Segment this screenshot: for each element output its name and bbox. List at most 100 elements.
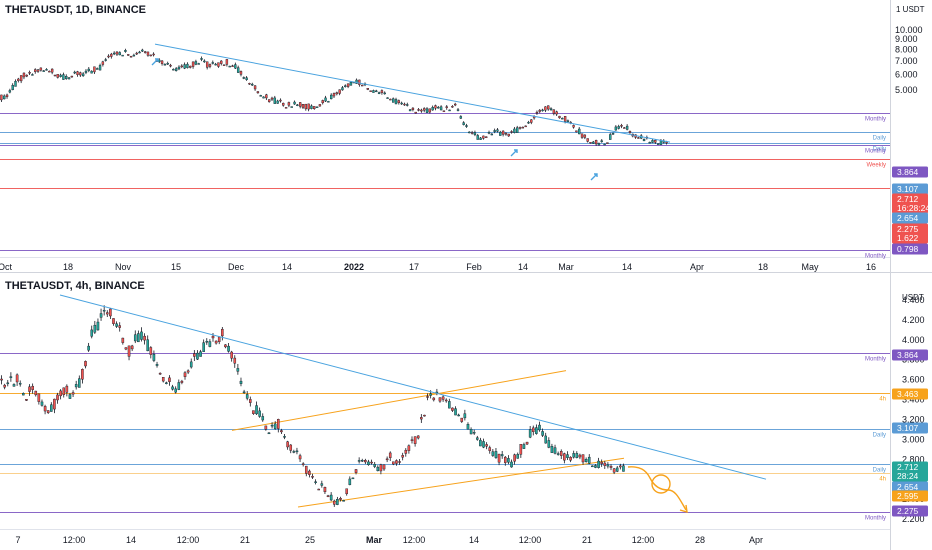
candle-body (211, 335, 215, 339)
candle-body (457, 414, 460, 417)
candle-body (50, 68, 54, 73)
time-axis-1d[interactable]: Oct 18 Nov 15 Dec 14 2022 17 Feb 14 Mar 14 Apr 18 May 1… (0, 262, 876, 272)
candle-body (549, 108, 553, 111)
y-tick-label: 7.000 (895, 56, 918, 66)
candle-body (318, 104, 322, 107)
candle-body (236, 67, 240, 73)
candle-body (115, 323, 118, 327)
candle-body (124, 50, 127, 52)
candle-body (615, 467, 619, 472)
price-tag (892, 505, 928, 517)
unit-label-4h[interactable]: USDT (902, 293, 924, 302)
level-label: Daily (873, 433, 886, 439)
candle-body (581, 454, 585, 463)
projection-path[interactable] (627, 466, 687, 511)
x-tick-label: 12:00 (519, 535, 542, 545)
candle-body (431, 106, 434, 111)
candle-body (611, 133, 615, 135)
candle-body (171, 386, 174, 390)
x-tick-label: 12:00 (177, 535, 200, 545)
candle-body (425, 108, 429, 113)
candle-body (277, 419, 280, 429)
candle-body (488, 447, 492, 451)
candle-body (349, 81, 353, 86)
candle-body (541, 431, 544, 436)
x-tick-label: 14 (126, 535, 136, 545)
candle-body (172, 68, 175, 71)
channel-upper-line[interactable] (231, 370, 567, 431)
candle-body (620, 124, 623, 127)
candle-body (516, 127, 519, 133)
candle-body (448, 401, 451, 409)
candle-body (358, 79, 361, 85)
candle-body (22, 393, 25, 396)
candle-body (525, 441, 529, 445)
candle-body (665, 141, 668, 144)
candle-body (45, 69, 48, 71)
candle-body (547, 440, 551, 448)
candle-body (264, 425, 268, 430)
candle-body (174, 68, 178, 71)
candle-body (290, 106, 293, 108)
candle-body (603, 143, 606, 146)
candle-body (463, 413, 467, 419)
candle-body (445, 106, 448, 108)
candle-body (105, 312, 109, 315)
candle-body (566, 454, 569, 458)
candle-body (202, 342, 205, 352)
unit-label-1d[interactable]: 1 USDT (896, 5, 925, 14)
candle-body (460, 417, 464, 422)
candle-body (19, 75, 23, 82)
candle-body (376, 466, 380, 472)
candle-body (369, 90, 372, 92)
candle-body (594, 140, 598, 145)
price-tag (892, 388, 928, 400)
trendline-line[interactable] (154, 43, 671, 143)
candle-body (326, 495, 330, 497)
trendline-1d[interactable] (151, 43, 671, 181)
candle-body (587, 456, 591, 464)
candle-body (87, 68, 90, 71)
candle-body (37, 393, 41, 402)
candle-body (99, 313, 103, 318)
x-tick-label: 2022 (344, 262, 364, 272)
candle-body (280, 430, 283, 433)
candle-body (519, 444, 523, 455)
candle-body (50, 404, 53, 412)
trendline-4h[interactable] (59, 294, 767, 480)
trendline-line[interactable] (59, 294, 767, 480)
time-axis-4h[interactable]: 7 12:00 14 12:00 21 25 Mar 12:00 14 12:00 21 12:00 2… (15, 535, 763, 545)
candle-body (507, 133, 510, 137)
x-tick-label: 12:00 (632, 535, 655, 545)
x-tick-label: 12:00 (63, 535, 86, 545)
candle-body (93, 66, 96, 73)
candle-body (296, 104, 299, 107)
channel-lower-line[interactable] (297, 457, 625, 508)
candle-body (56, 74, 59, 78)
price-tag (892, 166, 928, 178)
candle-body (524, 125, 527, 128)
x-tick-label: 16 (866, 262, 876, 272)
price-tag (892, 461, 928, 473)
channel-4h[interactable] (231, 370, 625, 508)
candle-body (270, 424, 274, 427)
candle-body (40, 401, 44, 406)
price-tag-value: 2.712 (897, 194, 919, 204)
candle-body (236, 368, 240, 372)
candle-body (132, 54, 136, 57)
candle-body (338, 89, 341, 94)
candle-body (612, 468, 616, 473)
candle-body (351, 477, 355, 480)
candle-body (283, 436, 286, 438)
candles-1d (0, 48, 668, 146)
candle-body (606, 142, 609, 144)
candles-4h (0, 305, 625, 507)
candle-body (485, 136, 488, 138)
candle-body (67, 77, 71, 80)
projection-arrow[interactable] (627, 466, 688, 513)
candle-body (592, 141, 595, 144)
candle-body (129, 55, 133, 58)
candle-body (572, 453, 575, 458)
